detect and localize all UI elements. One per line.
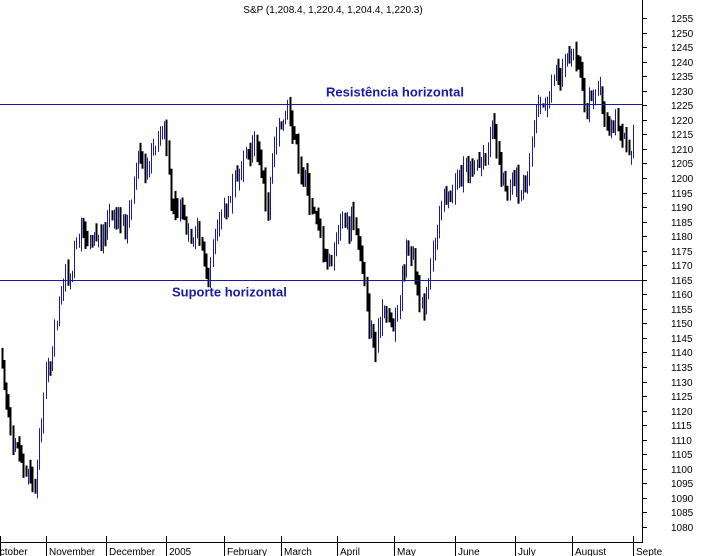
y-tick-label: 1130	[671, 378, 693, 389]
month-label: April	[340, 547, 360, 556]
y-tick-label: 1225	[671, 101, 694, 112]
y-tick-label: 1180	[671, 232, 693, 243]
month-label: July	[518, 547, 536, 556]
y-tick-label: 1110	[671, 436, 692, 447]
y-tick-label: 1185	[671, 218, 693, 229]
y-tick-label: 1210	[671, 145, 694, 156]
month-label: November	[49, 547, 96, 556]
y-tick-label: 1195	[671, 189, 693, 200]
y-tick-label: 1145	[671, 334, 693, 345]
y-tick-label: 1235	[671, 72, 694, 83]
y-tick-label: 1140	[671, 348, 693, 359]
month-label: February	[227, 547, 267, 556]
y-tick-label: 1250	[671, 29, 694, 40]
y-tick-label: 1115	[671, 421, 692, 432]
y-tick-label: 1135	[671, 363, 693, 374]
horizontal-line-label: Resistência horizontal	[326, 85, 464, 100]
y-axis-ticks: 1080 1085 1090 1095 1100 1105 1110 1115 1120 1125…	[642, 14, 694, 534]
price-bars	[1, 41, 634, 499]
month-label: 2005	[169, 547, 192, 556]
y-tick-label: 1105	[671, 450, 693, 461]
y-tick-label: 1170	[671, 261, 693, 272]
y-tick-label: 1120	[671, 407, 693, 418]
y-tick-label: 1150	[671, 319, 693, 330]
y-tick-label: 1215	[671, 130, 694, 141]
horizontal-line-label: Suporte horizontal	[172, 285, 287, 300]
y-tick-label: 1175	[671, 247, 693, 258]
y-tick-label: 1165	[671, 276, 693, 287]
y-tick-label: 1085	[671, 508, 694, 519]
x-axis-months: October November December 2005 February March…	[0, 536, 663, 556]
y-tick-label: 1080	[671, 523, 694, 534]
y-tick-label: 1220	[671, 116, 694, 127]
month-label: Septe	[636, 547, 663, 556]
month-label: October	[0, 547, 28, 556]
y-tick-label: 1095	[671, 479, 694, 490]
month-label: June	[458, 547, 480, 556]
month-label: December	[109, 547, 156, 556]
y-tick-label: 1255	[671, 14, 694, 25]
y-tick-label: 1090	[671, 494, 694, 505]
month-label: May	[397, 547, 416, 556]
y-tick-label: 1100	[671, 465, 693, 476]
y-tick-label: 1240	[671, 58, 694, 69]
y-tick-label: 1125	[671, 392, 693, 403]
month-label: March	[284, 547, 312, 556]
y-tick-label: 1155	[671, 305, 693, 316]
y-tick-label: 1205	[671, 159, 694, 170]
y-tick-label: 1245	[671, 43, 694, 54]
chart-title: S&P (1,208.4, 1,220.4, 1,204.4, 1,220.3)	[243, 5, 422, 16]
horizontal-lines: Resistência horizontal Suporte horizontal	[0, 85, 642, 300]
y-tick-label: 1230	[671, 87, 694, 98]
y-tick-label: 1160	[671, 290, 693, 301]
y-tick-label: 1190	[671, 203, 693, 214]
y-tick-label: 1200	[671, 174, 694, 185]
month-label: August	[575, 547, 606, 556]
